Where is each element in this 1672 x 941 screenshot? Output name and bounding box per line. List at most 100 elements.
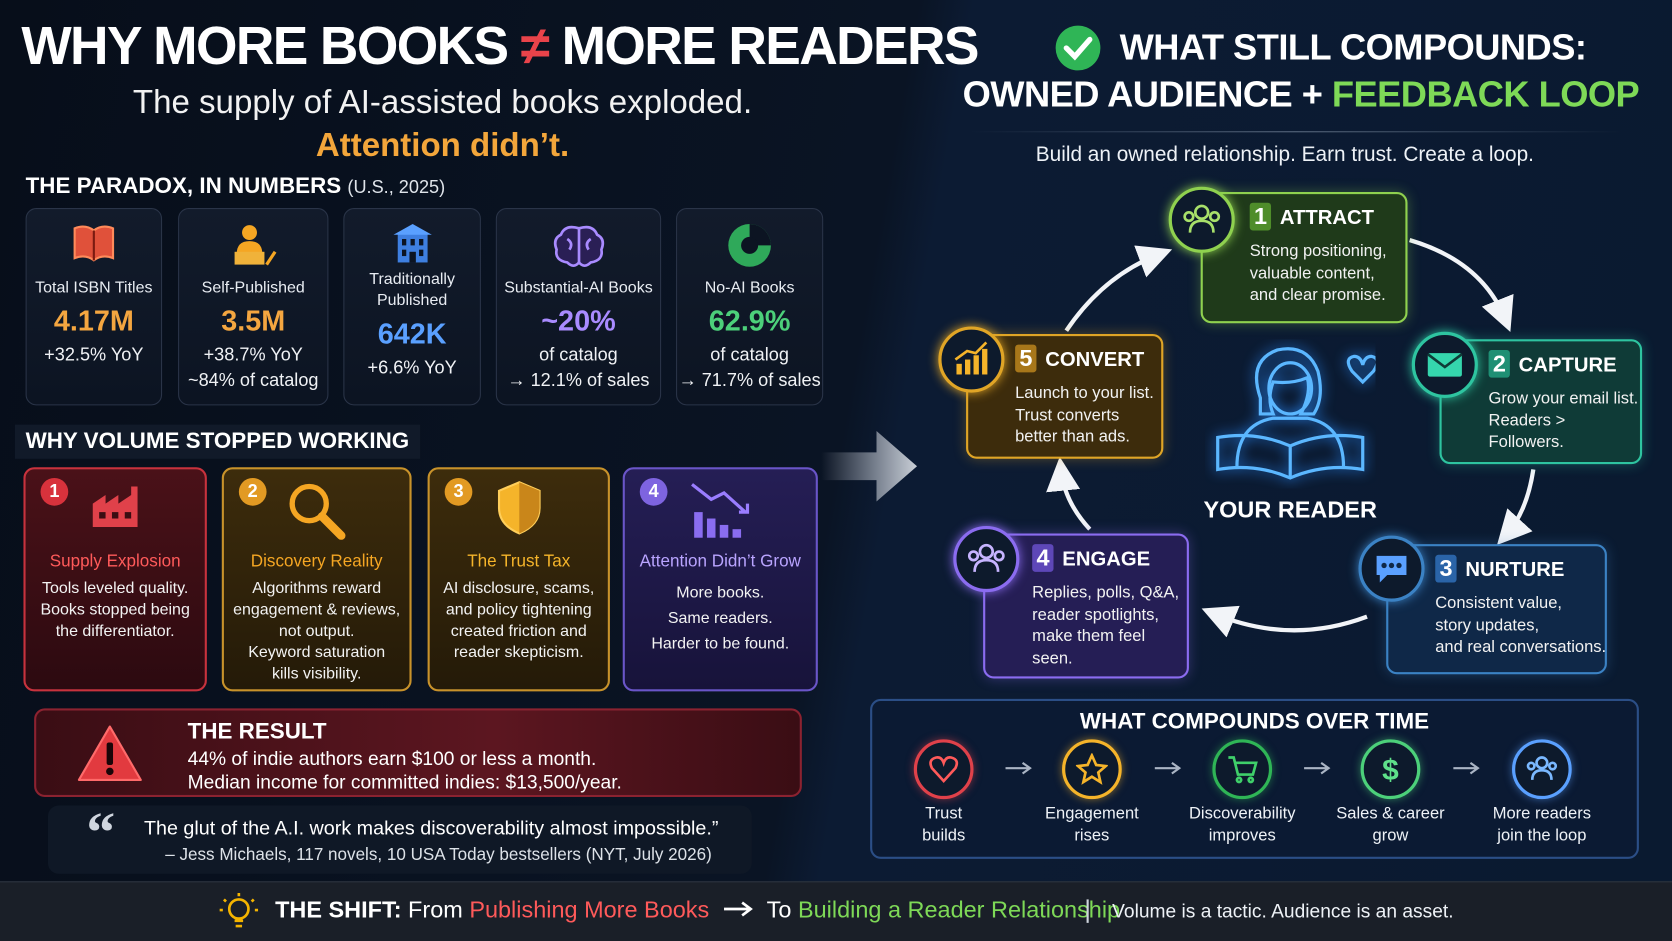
reader-icon bbox=[1216, 347, 1376, 480]
step-icon bbox=[953, 525, 1020, 593]
step-icon bbox=[1411, 331, 1478, 398]
step-line: Strong positioning, bbox=[1249, 242, 1387, 261]
icon bbox=[179, 222, 327, 274]
step-title: CAPTURE bbox=[1518, 354, 1617, 377]
stat-body: Traditionally Published 642K +6.6% YoY bbox=[344, 269, 479, 381]
icon bbox=[1451, 761, 1481, 781]
stat-body: Self-Published 3.5M +38.7% YoY ~84% of cata… bbox=[179, 277, 327, 393]
stat-detail: of catalog bbox=[710, 344, 789, 365]
reason-card: 4 Attention Didn’t Grow More books. Same re… bbox=[622, 467, 818, 692]
compound-icon bbox=[913, 739, 974, 800]
step-body: Strong positioning, valuable content, and … bbox=[1250, 241, 1387, 307]
step-title: ENGAGE bbox=[1062, 548, 1151, 571]
compound-line: join the loop bbox=[1497, 826, 1587, 845]
icon bbox=[1526, 753, 1558, 790]
title-symbol: ≠ bbox=[520, 16, 550, 76]
step-icon bbox=[1358, 535, 1425, 602]
shift-arrow bbox=[724, 901, 754, 917]
icon bbox=[224, 480, 410, 545]
stat-card: Substantial-AI Books ~20% of catalog → 12.1… bbox=[495, 208, 662, 406]
result-box: THE RESULT 44% of indie authors earn $10… bbox=[34, 708, 802, 797]
stat-value: 642K bbox=[377, 317, 447, 350]
title-text: WHY MORE BOOKS bbox=[21, 16, 509, 76]
stat-label: Total ISBN Titles bbox=[35, 278, 153, 297]
icon bbox=[1152, 761, 1182, 781]
bulb-icon bbox=[219, 892, 259, 928]
compound-line: grow bbox=[1372, 826, 1409, 845]
reason-number: 2 bbox=[238, 477, 267, 506]
step-number: 4 bbox=[1032, 544, 1054, 572]
icon bbox=[1301, 761, 1331, 781]
step-number: 1 bbox=[1249, 202, 1272, 231]
shift-label: THE SHIFT: bbox=[275, 896, 402, 923]
icon bbox=[1074, 752, 1109, 790]
divider bbox=[970, 131, 1621, 133]
icon bbox=[928, 753, 960, 790]
heading-note: (U.S., 2025) bbox=[347, 177, 446, 198]
shift-to: Building a Reader Relationship bbox=[797, 896, 1121, 923]
compound-label: Engagement rises bbox=[1012, 802, 1172, 847]
step-line: and clear promise. bbox=[1249, 285, 1386, 305]
reason-line: and policy tightening bbox=[445, 600, 592, 619]
separator bbox=[1086, 899, 1089, 923]
stat-label: Self-Published bbox=[201, 278, 305, 297]
reason-line: reader skepticism. bbox=[453, 643, 584, 662]
quote-box: “ The glut of the A.I. work makes discov… bbox=[47, 800, 752, 874]
compound-line: rises bbox=[1074, 826, 1110, 845]
reason-line: not output. bbox=[278, 622, 355, 641]
step-icon bbox=[938, 326, 1005, 393]
icon bbox=[965, 538, 1008, 586]
step-line: valuable content, bbox=[1249, 264, 1375, 283]
stat-detail: +6.6% YoY bbox=[367, 357, 457, 378]
step-line: reader spotlights, bbox=[1032, 605, 1159, 624]
reason-line: Keyword saturation bbox=[248, 643, 386, 662]
stat-detail: → 12.1% of sales bbox=[507, 370, 650, 391]
stat-value: 3.5M bbox=[221, 305, 286, 338]
stat-label: Traditionally bbox=[369, 269, 455, 289]
stat-card: Total ISBN Titles 4.17M +32.5% YoY bbox=[25, 208, 163, 406]
quote-attribution: – Jess Michaels, 117 novels, 10 USA Toda… bbox=[165, 846, 712, 865]
stat-detail: → 71.7% of sales bbox=[678, 370, 821, 391]
icon bbox=[950, 338, 993, 386]
icon bbox=[27, 222, 161, 270]
stat-value: ~20% bbox=[541, 305, 616, 338]
shift-from: Publishing More Books bbox=[469, 896, 710, 923]
icon bbox=[430, 480, 608, 541]
compound-line: Engagement bbox=[1045, 804, 1139, 823]
reason-line: Algorithms reward bbox=[252, 579, 382, 598]
reason-title: Supply Explosion bbox=[49, 552, 181, 571]
reason-number: 3 bbox=[444, 477, 473, 506]
compound-label: Discoverability improves bbox=[1162, 802, 1322, 847]
stat-label: Substantial-AI Books bbox=[504, 278, 653, 297]
tagline: Build an owned relationship. Earn trust.… bbox=[1035, 142, 1534, 167]
svg-text:$: $ bbox=[1382, 754, 1399, 785]
reason-line: Tools leveled quality. bbox=[41, 579, 189, 598]
subtitle: The supply of AI-assisted books exploded… bbox=[132, 83, 753, 121]
step-line: seen. bbox=[1032, 649, 1073, 668]
title-accent: FEEDBACK LOOP bbox=[1331, 74, 1640, 116]
reason-line: Harder to be found. bbox=[651, 634, 790, 653]
reason-card: 3 The Trust Tax AI disclosure, scams, and p… bbox=[427, 467, 610, 692]
step-head: 2 CAPTURE bbox=[1488, 349, 1617, 378]
right-title: WHAT STILL COMPOUNDS: bbox=[1119, 27, 1587, 69]
transition-arrow bbox=[821, 431, 918, 502]
step-line: Grow your email list. bbox=[1488, 389, 1639, 408]
stats-heading: THE PARADOX, IN NUMBERS (U.S., 2025) bbox=[26, 174, 446, 200]
title: WHY MORE BOOKS ≠ MORE READERS bbox=[21, 15, 979, 77]
step-line: better than ads. bbox=[1015, 427, 1130, 446]
icon bbox=[1003, 761, 1033, 781]
result-lines: 44% of indie authors earn $100 or less a… bbox=[188, 747, 622, 794]
icon bbox=[625, 480, 816, 545]
step-number: 3 bbox=[1435, 554, 1457, 583]
reason-card: 1 Supply Explosion Tools leveled quality. B… bbox=[23, 467, 207, 692]
result-line: 44% of indie authors earn $100 or less a… bbox=[187, 747, 597, 770]
compound-label: Trust builds bbox=[864, 802, 1024, 847]
step-line: Trust converts bbox=[1015, 405, 1120, 425]
reason-line: AI disclosure, scams, bbox=[443, 579, 595, 598]
reason-title: The Trust Tax bbox=[467, 552, 571, 571]
compound-line: Sales & career bbox=[1336, 804, 1445, 823]
closing-text: Volume is a tactic. Audience is an asset… bbox=[1112, 900, 1454, 922]
reason-line: engagement & reviews, bbox=[233, 600, 401, 619]
icon bbox=[1370, 547, 1413, 595]
